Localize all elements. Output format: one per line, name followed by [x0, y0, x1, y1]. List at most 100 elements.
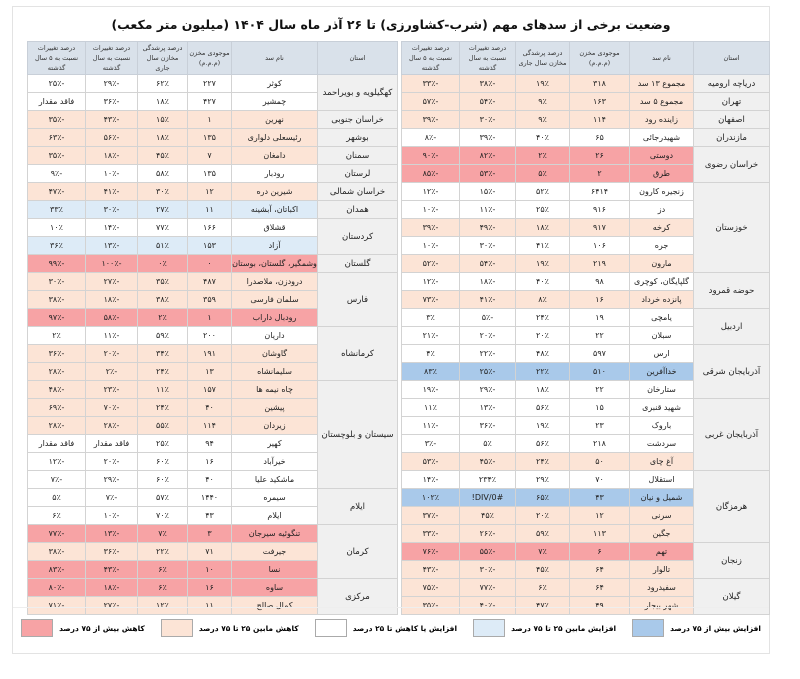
change-5y-cell: -۵۲٪	[401, 254, 460, 273]
storage-cell: ۴۳	[187, 506, 232, 525]
change-1y-cell: -۳۰٪	[459, 110, 516, 129]
table-row: فارس درودزن، ملاصدرا ۴۸۷ ۳۵٪ -۲۷٪ -۳۰٪	[27, 272, 398, 327]
header-province: استان	[317, 41, 398, 75]
change-1y-cell: -۴۰٪	[459, 596, 516, 615]
storage-cell: ۱۶۳	[569, 92, 630, 111]
change-1y-cell: -۲۰٪	[459, 326, 516, 345]
change-5y-cell: -۲۵٪	[27, 74, 86, 93]
legend-label: کاهش مابین ۲۵ تا ۷۵ درصد	[198, 623, 299, 633]
change-5y-cell: -۷٪	[27, 470, 86, 489]
table-row: کهیر ۹۴ ۲۵٪ فاقد مقدار فاقد مقدار	[27, 434, 398, 453]
change-5y-cell: -۳۶٪	[27, 344, 86, 363]
fill-cell: ۴۷٪	[515, 596, 570, 615]
fill-cell: ۱۹٪	[515, 74, 570, 93]
change-5y-cell: -۱۹٪	[401, 380, 460, 399]
fill-cell: ۲۹٪	[515, 470, 570, 489]
fill-cell: ۹٪	[515, 110, 570, 129]
dam-table-left: استان نام سد موجودی مخزن (م.م.م) درصد پرشدگ…	[27, 41, 398, 615]
name-cell: رئیسعلی دلواری	[231, 128, 318, 147]
table-row: همدان اکباتان، آبشینه ۱۱ ۲۷٪ -۳۰٪ ۳۳٪	[27, 200, 398, 219]
name-cell: گلپایگان، کوچری	[629, 272, 694, 291]
province-cell: اصفهان	[693, 110, 770, 129]
change-1y-cell: -۲٪	[85, 362, 138, 381]
fill-cell: ۶۵٪	[515, 488, 570, 507]
change-1y-cell: فاقد مقدار	[85, 434, 138, 453]
storage-cell: ۴۹	[569, 596, 630, 615]
fill-cell: ۵۶٪	[515, 398, 570, 417]
change-1y-cell: -۵٪	[459, 308, 516, 327]
change-1y-cell: -۴۱٪	[85, 182, 138, 201]
change-1y-cell: -۴۵٪	[459, 452, 516, 471]
change-5y-cell: -۲۸٪	[27, 362, 86, 381]
change-5y-cell: -۱۰٪	[401, 200, 460, 219]
table-row: چمشیر ۴۲۷ ۱۸٪ -۳۶٪ فاقد مقدار	[27, 92, 398, 111]
table-row: گلستان وشمگیر، گلستان، بوستان ۰ ۰٪ -۱۰۰٪ -۹۹٪	[27, 254, 398, 273]
change-1y-cell: -۲۵٪	[459, 362, 516, 381]
name-cell: سیمره	[231, 488, 318, 507]
province-cell: حوضه قمرود	[693, 272, 770, 309]
change-1y-cell: -۳۹٪	[459, 128, 516, 147]
storage-cell: ۱۹۱	[187, 344, 232, 363]
name-cell: شهر بیجار	[629, 596, 694, 615]
fill-cell: ۶٪	[515, 578, 570, 597]
province-cell: گلستان	[317, 254, 398, 273]
fill-cell: ۱۹٪	[515, 254, 570, 273]
change-1y-cell: -۴۹٪	[459, 218, 516, 237]
table-row: جگین ۱۱۳ ۵۹٪ -۲۶٪ -۳۳٪	[401, 524, 770, 543]
legend-label: افزایش یا کاهش تا ۲۵ درصد	[352, 623, 458, 633]
province-cell: خراسان جنوبی	[317, 110, 398, 129]
change-1y-cell: -۳۰٪	[85, 200, 138, 219]
province-cell: همدان	[317, 200, 398, 219]
storage-cell: ۴۲۷	[187, 92, 232, 111]
change-1y-cell: -۱۸٪	[85, 578, 138, 597]
change-1y-cell: -۳۶٪	[85, 92, 138, 111]
fill-cell: ۲۵٪	[137, 434, 188, 453]
change-5y-cell: -۳۸٪	[27, 290, 86, 309]
table-row: حوضه قمرود گلپایگان، کوچری ۹۸ ۴۰٪ -۱۸٪ -۱۲٪	[401, 272, 770, 309]
change-1y-cell: -۱۰۰٪	[85, 254, 138, 273]
name-cell: وشمگیر، گلستان، بوستان	[231, 254, 318, 273]
change-5y-cell: -۳۸٪	[27, 542, 86, 561]
storage-cell: ۱	[187, 308, 232, 327]
name-cell: شهیدرجائی	[629, 128, 694, 147]
storage-cell: ۱۶۶	[187, 218, 232, 237]
storage-cell: ۴۰	[187, 398, 232, 417]
storage-cell: ۴۰	[187, 470, 232, 489]
storage-cell: ۵۱۰	[569, 362, 630, 381]
table-row: جیرفت ۷۱ ۲۲٪ -۳۶٪ -۳۸٪	[27, 542, 398, 561]
table-row: کردستان قشلاق ۱۶۶ ۷۷٪ -۱۴٪ ۱۰٪	[27, 218, 398, 255]
fill-cell: ۶۰٪	[137, 470, 188, 489]
province-cell: خراسان رضوی	[693, 146, 770, 183]
change-5y-cell: -۱۲٪	[27, 452, 86, 471]
name-cell: جگین	[629, 524, 694, 543]
fill-cell: ۲۵٪	[515, 200, 570, 219]
change-5y-cell: -۷۳٪	[401, 290, 460, 309]
change-1y-cell: -۱۰٪	[85, 164, 138, 183]
name-cell: خداآفرین	[629, 362, 694, 381]
table-row: سردشت ۲۱۸ ۵۶٪ ۵٪ -۳٪	[401, 434, 770, 453]
table-row: کرمانشاه داریان ۲۰۰ ۵۹٪ -۱۱٪ ۲٪	[27, 326, 398, 381]
header-storage: موجودی مخزن (م.م.م)	[187, 41, 232, 75]
storage-cell: ۶۴	[569, 578, 630, 597]
fill-cell: ۶۲٪	[137, 74, 188, 93]
name-cell: ایلام	[231, 506, 318, 525]
storage-cell: ۴۸۷	[187, 272, 232, 291]
change-5y-cell: -۴۳٪	[401, 560, 460, 579]
province-cell: لرستان	[317, 164, 398, 183]
change-5y-cell: -۸۵٪	[401, 164, 460, 183]
change-5y-cell: -۱۲٪	[401, 182, 460, 201]
storage-cell: ۹۴	[187, 434, 232, 453]
name-cell: تهم	[629, 542, 694, 561]
fill-cell: ۸٪	[515, 290, 570, 309]
name-cell: خیرآباد	[231, 452, 318, 471]
province-cell: مرکزی	[317, 578, 398, 615]
province-cell: هرمزگان	[693, 470, 770, 543]
change-5y-cell: -۲۸٪	[27, 416, 86, 435]
change-5y-cell: -۳۳٪	[401, 74, 460, 93]
name-cell: ساوه	[231, 578, 318, 597]
table-row: پیشین ۴۰ ۲۴٪ -۷۰٪ -۶۹٪	[27, 398, 398, 417]
header-change-1y: درصد تغییرات نسبت به سال گذشته	[459, 41, 516, 75]
table-row: آزاد ۱۵۳ ۵۱٪ -۱۳٪ ۳۶٪	[27, 236, 398, 255]
storage-cell: ۴۳	[569, 488, 630, 507]
change-5y-cell: -۵۷٪	[401, 92, 460, 111]
